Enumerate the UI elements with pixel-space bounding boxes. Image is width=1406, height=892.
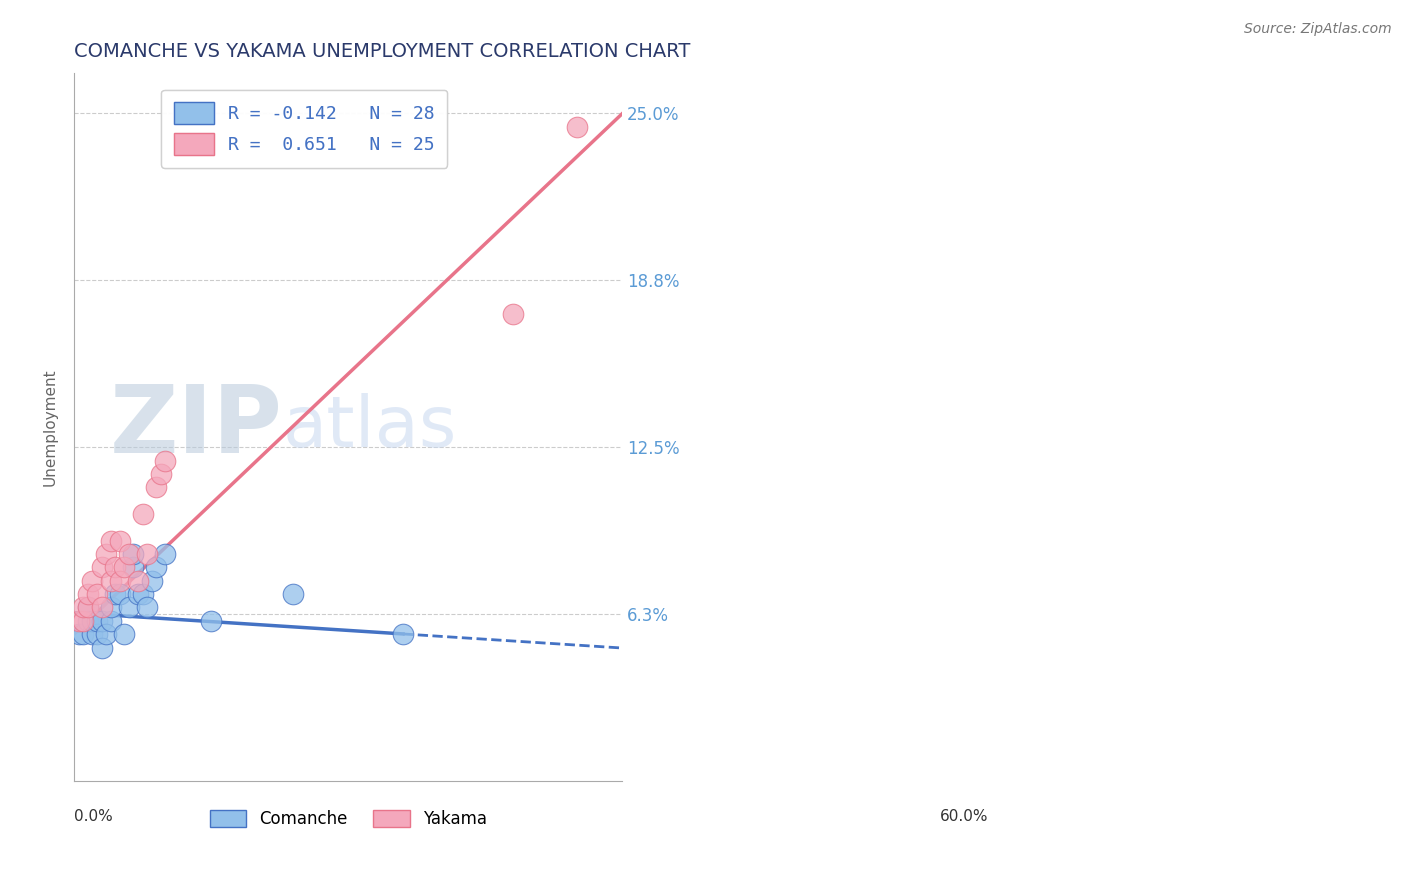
Text: 0.0%: 0.0%	[75, 809, 112, 824]
Point	[283, 587, 305, 601]
Point	[392, 627, 415, 641]
Point	[94, 547, 117, 561]
Point	[100, 614, 122, 628]
Point	[72, 600, 94, 615]
Point	[108, 587, 131, 601]
Point	[100, 533, 122, 548]
Point	[122, 547, 145, 561]
Point	[145, 480, 167, 494]
Point	[82, 627, 104, 641]
Point	[108, 533, 131, 548]
Point	[149, 467, 172, 481]
Point	[136, 547, 159, 561]
Point	[67, 627, 90, 641]
Point	[155, 547, 177, 561]
Point	[76, 614, 98, 628]
Point	[76, 587, 98, 601]
Text: 60.0%: 60.0%	[939, 809, 988, 824]
Point	[86, 587, 108, 601]
Point	[100, 574, 122, 588]
Point	[141, 574, 163, 588]
Point	[94, 627, 117, 641]
Point	[127, 587, 149, 601]
Point	[565, 120, 588, 134]
Point	[502, 307, 524, 321]
Y-axis label: Unemployment: Unemployment	[44, 368, 58, 486]
Text: atlas: atlas	[283, 392, 457, 462]
Point	[200, 614, 222, 628]
Point	[112, 627, 135, 641]
Point	[82, 574, 104, 588]
Point	[108, 574, 131, 588]
Point	[104, 560, 127, 574]
Point	[104, 587, 127, 601]
Point	[86, 627, 108, 641]
Point	[131, 587, 153, 601]
Point	[155, 453, 177, 467]
Legend: R = -0.142   N = 28, R =  0.651   N = 25: R = -0.142 N = 28, R = 0.651 N = 25	[162, 89, 447, 168]
Point	[127, 574, 149, 588]
Point	[122, 560, 145, 574]
Point	[86, 614, 108, 628]
Point	[90, 614, 112, 628]
Point	[72, 614, 94, 628]
Point	[90, 640, 112, 655]
Point	[112, 560, 135, 574]
Point	[90, 600, 112, 615]
Point	[136, 600, 159, 615]
Point	[131, 507, 153, 521]
Point	[118, 547, 141, 561]
Point	[76, 600, 98, 615]
Point	[72, 627, 94, 641]
Text: Source: ZipAtlas.com: Source: ZipAtlas.com	[1244, 22, 1392, 37]
Text: ZIP: ZIP	[110, 381, 283, 474]
Point	[100, 600, 122, 615]
Point	[67, 614, 90, 628]
Point	[145, 560, 167, 574]
Point	[82, 614, 104, 628]
Point	[90, 560, 112, 574]
Point	[118, 600, 141, 615]
Point	[76, 600, 98, 615]
Text: COMANCHE VS YAKAMA UNEMPLOYMENT CORRELATION CHART: COMANCHE VS YAKAMA UNEMPLOYMENT CORRELAT…	[75, 42, 690, 61]
